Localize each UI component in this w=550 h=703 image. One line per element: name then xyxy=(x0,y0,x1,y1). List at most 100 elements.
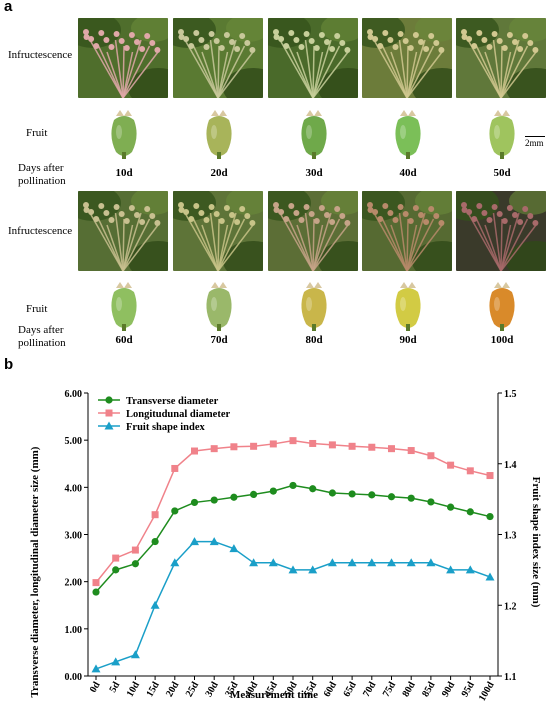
x-tick-label: 25d xyxy=(184,680,202,699)
day-label: 50d xyxy=(493,167,511,179)
fruit-photo xyxy=(390,108,426,160)
fruit-photo xyxy=(201,280,237,332)
data-point xyxy=(387,493,396,501)
data-point xyxy=(289,437,297,445)
data-point xyxy=(466,508,474,516)
fruit-photo xyxy=(296,280,332,332)
day-label: 10d xyxy=(115,167,133,179)
data-point xyxy=(309,439,317,447)
legend-label: Fruit shape index xyxy=(126,422,206,433)
panel-b-letter: b xyxy=(4,356,14,373)
infructescence-photo xyxy=(456,191,546,271)
x-tick-label: 100d xyxy=(477,680,497,702)
infructescence-photo xyxy=(362,18,452,98)
y-tick-label: 1.00 xyxy=(65,625,83,636)
data-point xyxy=(170,558,180,567)
data-point xyxy=(105,409,113,417)
data-point xyxy=(92,588,100,596)
data-point xyxy=(104,421,114,430)
data-point xyxy=(131,546,139,554)
data-point xyxy=(327,558,337,567)
legend-label: Longitudunal diameter xyxy=(126,409,230,420)
data-point xyxy=(348,490,356,498)
data-point xyxy=(289,481,297,490)
data-point xyxy=(308,565,318,574)
infructescence-photo xyxy=(173,18,263,98)
data-point xyxy=(190,498,199,507)
day-label: 70d xyxy=(210,334,228,346)
data-point xyxy=(447,503,455,511)
series-circle xyxy=(92,481,494,596)
series-triangle xyxy=(91,537,495,673)
data-point xyxy=(388,445,395,453)
data-point xyxy=(486,512,494,521)
y-tick-label: 6.00 xyxy=(65,389,83,400)
infructescence-photo xyxy=(268,191,358,271)
fruit-label-row1: Fruit xyxy=(26,127,48,139)
day-label: 30d xyxy=(305,167,323,179)
y2-tick-label: 1.1 xyxy=(504,672,517,683)
x-tick-label: 95d xyxy=(460,680,478,699)
data-point xyxy=(368,491,376,499)
days-label-row2-line2: pollination xyxy=(18,337,66,349)
fruit-photo xyxy=(484,280,520,332)
data-point xyxy=(150,600,160,609)
data-point xyxy=(92,579,100,587)
infructescence-photo xyxy=(78,18,168,98)
fruit-photo xyxy=(106,108,142,160)
data-point xyxy=(269,440,277,448)
data-point xyxy=(348,442,356,450)
data-point xyxy=(171,464,179,472)
days-label-row1-line1: Days after xyxy=(18,162,64,174)
data-point xyxy=(406,558,416,567)
data-point xyxy=(309,485,317,493)
chart-legend: Transverse diameter Longitudunal diameter… xyxy=(98,396,230,433)
fruit-photo xyxy=(201,108,237,160)
y2-axis-label: Fruit shape index size (mm) xyxy=(530,477,542,608)
day-label: 90d xyxy=(399,334,417,346)
legend-label: Transverse diameter xyxy=(126,396,219,407)
x-tick-label: 20d xyxy=(164,680,182,699)
x-tick-label: 60d xyxy=(322,680,340,699)
fruit-photo xyxy=(484,108,520,160)
fruit-photo xyxy=(390,280,426,332)
data-point xyxy=(112,554,120,562)
x-tick-label: 80d xyxy=(400,680,418,699)
y2-tick-label: 1.3 xyxy=(504,531,517,542)
x-tick-label: 70d xyxy=(361,680,379,699)
infructescence-photo xyxy=(173,191,263,271)
x-tick-label: 75d xyxy=(381,680,399,699)
data-point xyxy=(407,494,415,502)
chart-series xyxy=(91,437,495,673)
data-point xyxy=(485,572,495,581)
day-label: 40d xyxy=(399,167,417,179)
infructescence-label-row1: Infructescence xyxy=(8,49,73,61)
data-point xyxy=(447,461,455,469)
data-point xyxy=(151,537,159,546)
days-label-row2-line1: Days after xyxy=(18,324,64,336)
fruit-photo xyxy=(296,108,332,160)
panel-a-letter: a xyxy=(4,0,13,15)
data-point xyxy=(328,441,336,449)
infructescence-photo xyxy=(268,18,358,98)
y-tick-label: 3.00 xyxy=(65,531,83,542)
x-tick-label: 85d xyxy=(420,680,438,699)
data-point xyxy=(427,498,435,506)
x-tick-label: 5d xyxy=(107,680,122,695)
data-point xyxy=(131,560,139,568)
data-point xyxy=(105,396,113,404)
data-point xyxy=(466,467,474,475)
data-point xyxy=(268,558,278,567)
x-tick-label: 30d xyxy=(203,680,221,699)
y-tick-label: 2.00 xyxy=(65,578,83,589)
days-label-row1-line2: pollination xyxy=(18,175,66,187)
data-point xyxy=(347,558,357,567)
data-point xyxy=(190,537,199,546)
day-label: 80d xyxy=(305,334,323,346)
data-point xyxy=(269,487,277,495)
data-point xyxy=(151,511,159,519)
chart-ticks: 0.00 1.00 2.00 3.00 4.00 5.00 6.00 1.1 1.2 1.3 1.4… xyxy=(65,389,517,702)
x-tick-label: 15d xyxy=(144,680,162,699)
data-point xyxy=(230,493,238,501)
infructescence-photo xyxy=(362,191,452,271)
